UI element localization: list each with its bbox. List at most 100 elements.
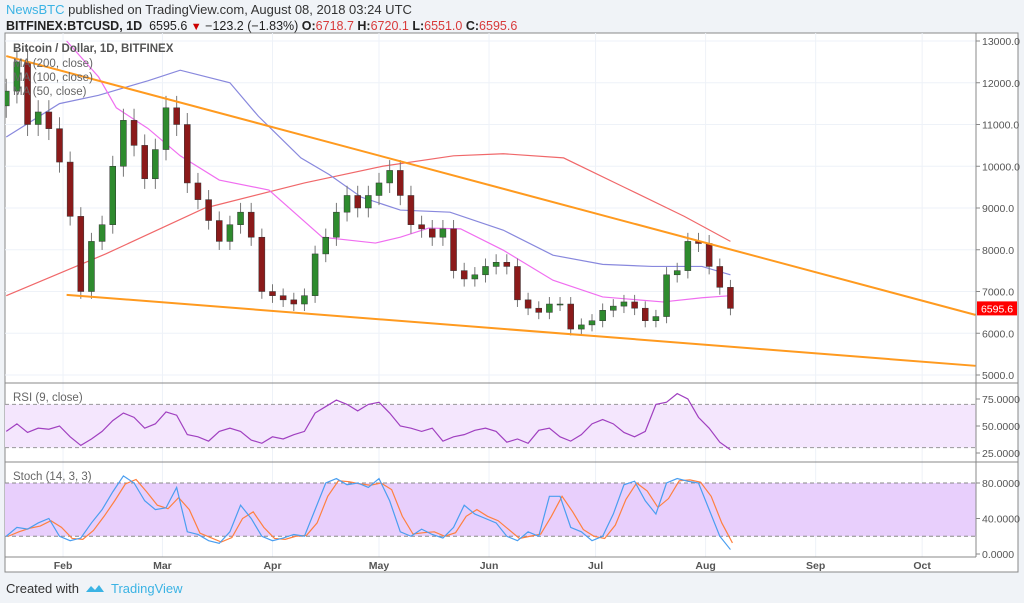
symbol-info: BITFINEX:BTCUSD, 1D 6595.6 ▼ −123.2 (−1.… [6,19,517,33]
axes: 13000.0 12000.0 11000.0 10000.0 9000.0 8000.0… [54,36,1020,572]
x-tick-label: Aug [695,560,715,572]
candle [514,266,521,301]
candle [152,149,159,180]
legend: Bitcoin / Dollar, 1D, BITFINEX MA (200, … [13,43,174,483]
y-tick-label: 7000.0 [982,287,1014,299]
candle [311,253,319,296]
candle [34,111,42,125]
rsi-title: RSI (9, close) [13,392,83,404]
price-change: −123.2 (−1.83%) [205,19,299,33]
legend-ma200: MA (200, close) [13,58,93,70]
close-value: 6595.6 [479,19,518,33]
candle [631,301,638,309]
close-label: C: [465,19,480,33]
open-value: 6718.7 [315,19,354,33]
candle [66,161,74,217]
y-tick-label: 8000.0 [982,245,1014,257]
candle [184,124,191,184]
open-label: O: [301,19,316,33]
candle [524,299,532,309]
candle [460,270,468,280]
candle [673,270,681,276]
candle [216,220,223,242]
x-tick-label: Feb [54,560,73,572]
candle [535,307,542,313]
candle [98,224,106,242]
candle [120,120,127,167]
grid [5,33,976,557]
rsi-tick-label: 25.0000 [982,448,1020,460]
footer: Created with TradingView [6,581,183,596]
stoch-tick-label: 80.0000 [982,478,1020,490]
candle [5,90,10,107]
symbol: BITFINEX:BTCUSD, 1D [6,19,143,33]
x-tick-label: May [369,560,390,572]
candle [56,128,63,163]
candle [365,195,372,209]
candle [482,266,489,276]
candle [343,195,351,213]
candle [578,324,585,330]
last-price: 6595.6 [149,19,188,33]
high-value: 6720.1 [370,19,409,33]
candle [109,166,116,225]
candle [684,241,692,271]
candle [141,145,148,180]
trendline-lower [66,293,976,367]
candle [620,301,628,307]
candle [652,316,660,321]
legend-ma100: MA (100, close) [13,72,93,84]
price-plot [5,40,976,367]
stoch-band [5,483,976,537]
candle [375,182,383,196]
candle [386,170,393,184]
candle [162,107,170,150]
candle [503,262,511,267]
candle [567,303,574,330]
candle [546,303,553,313]
y-tick-label: 6000.0 [982,328,1014,340]
candle [663,274,670,317]
tradingview-link[interactable]: TradingView [110,581,183,596]
price-pane [5,40,976,367]
candle [705,243,713,267]
triangle-down-icon: ▼ [190,21,202,33]
high-label: H: [357,19,371,33]
x-tick-label: Jun [480,560,499,572]
candle [247,211,255,238]
last-price-tag: 6595.6 [977,301,1017,316]
ma100-line [5,69,731,276]
candle [269,291,276,296]
stoch-tick-label: 0.0000 [982,549,1014,561]
y-tick-label: 13000.0 [982,36,1020,48]
published-text: published on TradingView.com, August 08,… [68,2,412,17]
y-tick-label: 5000.0 [982,370,1014,382]
candle [492,262,500,267]
ma50-line [66,40,731,303]
legend-title: Bitcoin / Dollar, 1D, BITFINEX [13,43,174,55]
stoch-k-line [5,475,731,550]
candle [258,236,266,292]
candle [610,305,617,311]
candle [205,199,212,221]
created-with-text: Created with [6,581,79,596]
ma200-line [6,153,731,297]
publisher-link[interactable]: NewsBTC [6,2,65,17]
stoch-title: Stoch (14, 3, 3) [13,471,92,483]
candle [322,236,329,255]
candle [290,299,298,305]
candle [588,320,596,326]
candle [130,120,138,146]
x-tick-label: Apr [263,560,281,572]
candle [429,228,436,238]
candle [439,228,447,238]
candle [194,182,202,200]
candle [354,195,361,209]
candle [716,266,724,288]
y-tick-label: 9000.0 [982,203,1014,215]
x-tick-label: Jul [588,560,603,572]
last-price-label: 6595.6 [981,303,1013,315]
candle [301,295,308,305]
low-label: L: [412,19,425,33]
